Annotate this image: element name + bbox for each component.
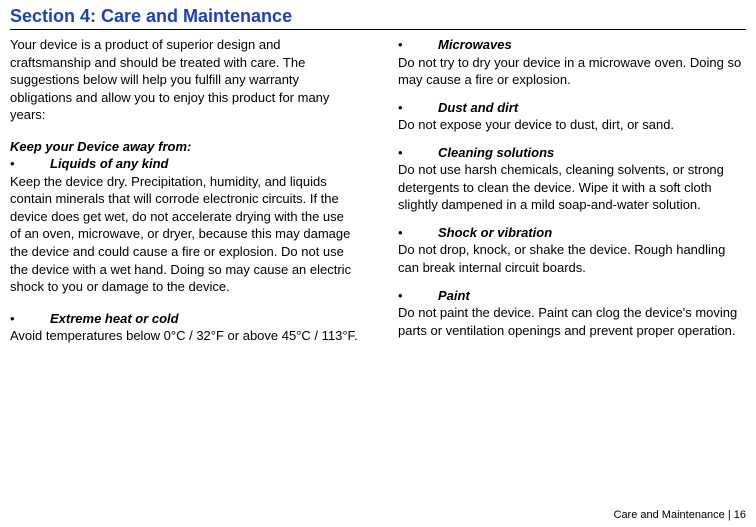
bullet-icon: • — [10, 310, 50, 328]
bullet-paint: • Paint — [398, 287, 746, 305]
bullet-label-dust: Dust and dirt — [438, 99, 518, 117]
body-paint: Do not paint the device. Paint can clog … — [398, 304, 746, 339]
bullet-icon: • — [398, 144, 438, 162]
bullet-icon: • — [398, 287, 438, 305]
bullet-label-cleaning: Cleaning solutions — [438, 144, 554, 162]
bullet-liquids: • Liquids of any kind — [10, 155, 358, 173]
body-heat: Avoid temperatures below 0°C / 32°F or a… — [10, 327, 358, 345]
body-microwaves: Do not try to dry your device in a micro… — [398, 54, 746, 89]
bullet-icon: • — [398, 36, 438, 54]
body-dust: Do not expose your device to dust, dirt,… — [398, 116, 746, 134]
section-rule — [10, 29, 746, 30]
page: Section 4: Care and Maintenance Your dev… — [0, 0, 756, 527]
bullet-label-microwaves: Microwaves — [438, 36, 512, 54]
body-liquids: Keep the device dry. Precipitation, humi… — [10, 173, 358, 296]
intro-paragraph: Your device is a product of superior des… — [10, 36, 358, 124]
bullet-icon: • — [398, 99, 438, 117]
body-cleaning: Do not use harsh chemicals, cleaning sol… — [398, 161, 746, 214]
bullet-label-liquids: Liquids of any kind — [50, 155, 168, 173]
bullet-heat: • Extreme heat or cold — [10, 310, 358, 328]
bullet-label-heat: Extreme heat or cold — [50, 310, 179, 328]
bullet-label-shock: Shock or vibration — [438, 224, 552, 242]
bullet-microwaves: • Microwaves — [398, 36, 746, 54]
bullet-icon: • — [10, 155, 50, 173]
bullet-label-paint: Paint — [438, 287, 470, 305]
keep-away-heading: Keep your Device away from: — [10, 138, 358, 156]
right-column: • Microwaves Do not try to dry your devi… — [398, 36, 746, 359]
bullet-icon: • — [398, 224, 438, 242]
bullet-shock: • Shock or vibration — [398, 224, 746, 242]
body-shock: Do not drop, knock, or shake the device.… — [398, 241, 746, 276]
section-title: Section 4: Care and Maintenance — [10, 6, 746, 27]
left-column: Your device is a product of superior des… — [10, 36, 358, 359]
content-columns: Your device is a product of superior des… — [10, 36, 746, 359]
bullet-dust: • Dust and dirt — [398, 99, 746, 117]
bullet-cleaning: • Cleaning solutions — [398, 144, 746, 162]
page-footer: Care and Maintenance | 16 — [614, 509, 747, 521]
